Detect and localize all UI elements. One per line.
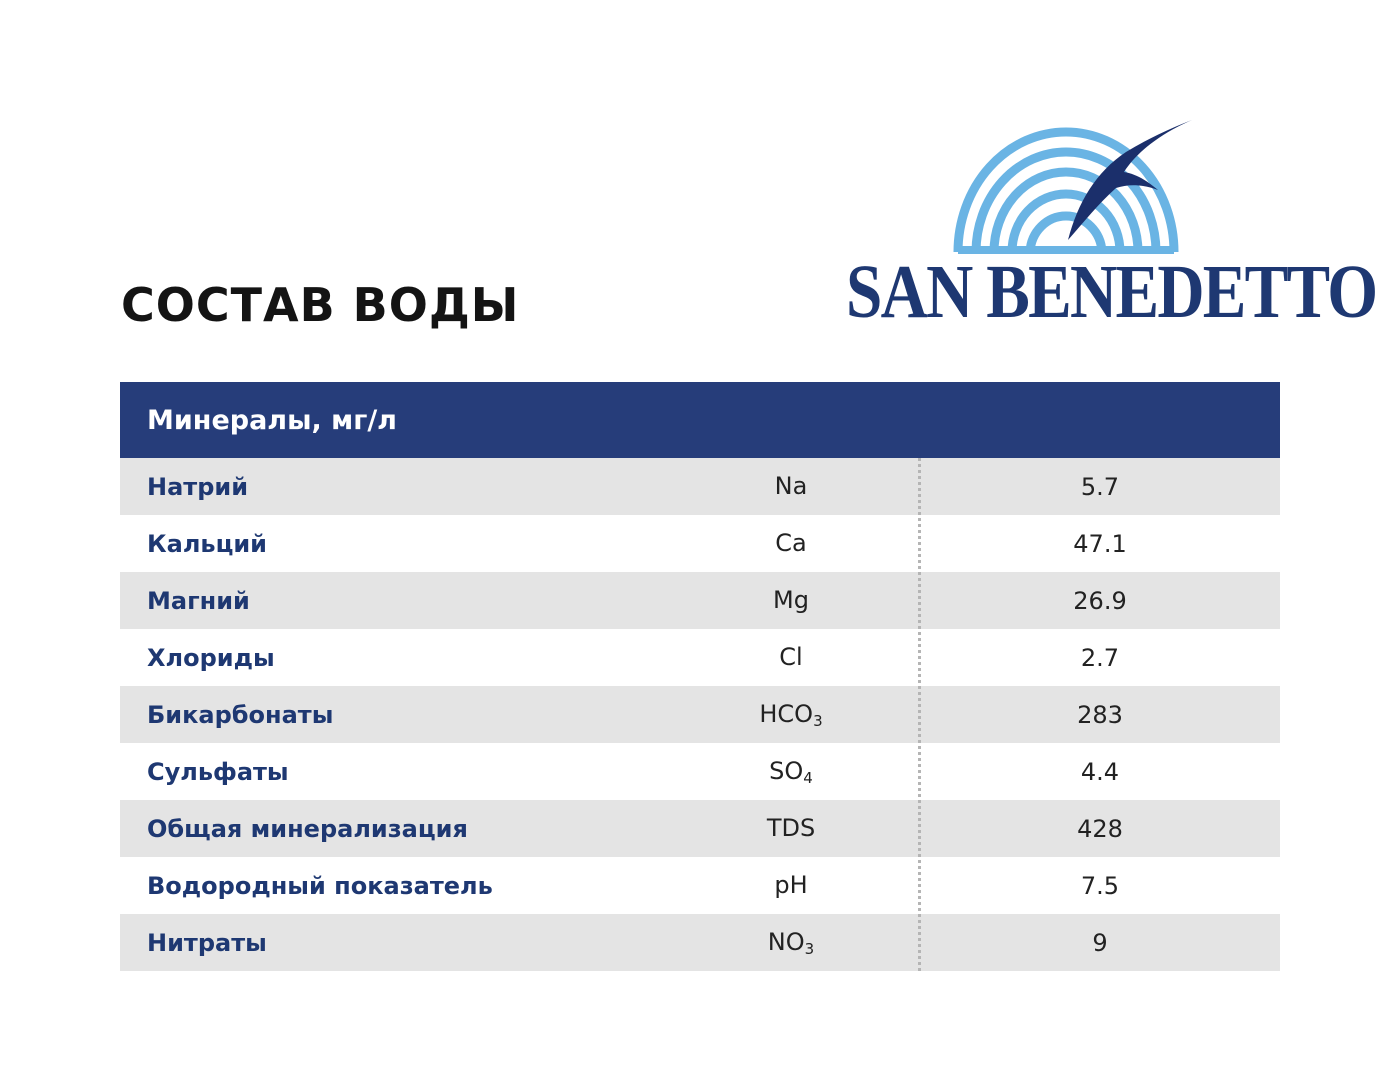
- mineral-symbol: Ca: [775, 528, 807, 557]
- mineral-symbol: Mg: [773, 585, 809, 614]
- mineral-symbol: pH: [774, 870, 808, 899]
- mineral-value: 5.7: [1080, 472, 1120, 501]
- mineral-value: 2.7: [1080, 643, 1120, 672]
- table-row: Нитраты NO3 9: [120, 914, 1280, 971]
- table-header: Минералы, мг/л: [120, 382, 1280, 458]
- table-row: Хлориды Cl 2.7: [120, 629, 1280, 686]
- mineral-symbol: TDS: [766, 813, 816, 842]
- mineral-name: Кальций: [147, 529, 267, 558]
- column-divider: [918, 458, 921, 971]
- page-title: СОСТАВ ВОДЫ: [121, 278, 520, 332]
- san-benedetto-logo: SAN BENEDETTO: [846, 112, 1378, 332]
- table-row: Натрий Na 5.7: [120, 458, 1280, 515]
- minerals-table: Минералы, мг/л Натрий Na 5.7 Кальций Ca 47.1 М…: [120, 382, 1280, 971]
- mineral-symbol: SO4: [769, 756, 813, 787]
- mineral-name: Сульфаты: [147, 757, 289, 786]
- mineral-name: Водородный показатель: [147, 871, 493, 900]
- mineral-value: 26.9: [1073, 586, 1127, 615]
- mineral-symbol: HCO3: [759, 699, 823, 730]
- table-row: Водородный показатель pH 7.5: [120, 857, 1280, 914]
- mineral-name: Нитраты: [147, 928, 267, 957]
- mineral-value: 428: [1077, 814, 1123, 843]
- mineral-symbol: Na: [774, 471, 808, 500]
- mineral-name: Бикарбонаты: [147, 700, 334, 729]
- mineral-value: 4.4: [1080, 757, 1120, 786]
- mineral-value: 283: [1077, 700, 1123, 729]
- table-row: Сульфаты SO4 4.4: [120, 743, 1280, 800]
- mineral-name: Магний: [147, 586, 250, 615]
- table-row: Бикарбонаты HCO3 283: [120, 686, 1280, 743]
- mineral-symbol: NO3: [767, 927, 815, 958]
- mineral-symbol: Cl: [779, 642, 803, 671]
- mineral-name: Общая минерализация: [147, 814, 468, 843]
- mineral-name: Хлориды: [147, 643, 275, 672]
- logo-text: SAN BENEDETTO: [846, 250, 1378, 334]
- mineral-value: 7.5: [1080, 871, 1120, 900]
- mineral-value: 47.1: [1073, 529, 1127, 558]
- fountain-swallow-icon: [953, 120, 1192, 254]
- table-row: Кальций Ca 47.1: [120, 515, 1280, 572]
- mineral-name: Натрий: [147, 472, 249, 501]
- mineral-value: 9: [1092, 928, 1108, 957]
- table-row: Магний Mg 26.9: [120, 572, 1280, 629]
- table-row: Общая минерализация TDS 428: [120, 800, 1280, 857]
